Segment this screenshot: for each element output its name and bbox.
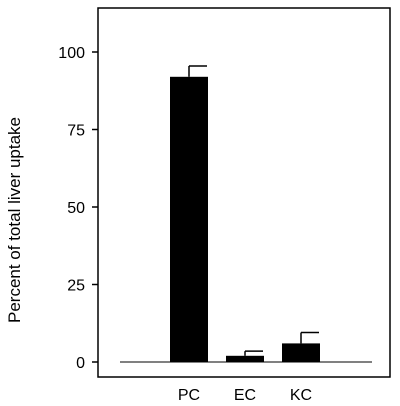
y-tick-label: 75 — [67, 123, 85, 140]
x-tick-label: PC — [178, 387, 200, 404]
x-tick-label: EC — [234, 387, 256, 404]
y-tick-label: 0 — [76, 355, 85, 372]
y-axis: 0 25 50 75 100 — [58, 45, 98, 372]
bar-kc — [282, 343, 320, 362]
y-tick-label: 25 — [67, 278, 85, 295]
bars — [120, 65, 372, 363]
y-tick-label: 50 — [67, 200, 85, 217]
y-axis-label: Percent of total liver uptake — [5, 117, 24, 323]
x-tick-label: KC — [290, 387, 312, 404]
plot-frame — [97, 7, 391, 378]
y-tick-label: 100 — [58, 45, 85, 62]
bar-ec — [226, 355, 264, 362]
x-axis: PC EC KC — [178, 387, 312, 404]
bar-pc — [170, 76, 208, 363]
